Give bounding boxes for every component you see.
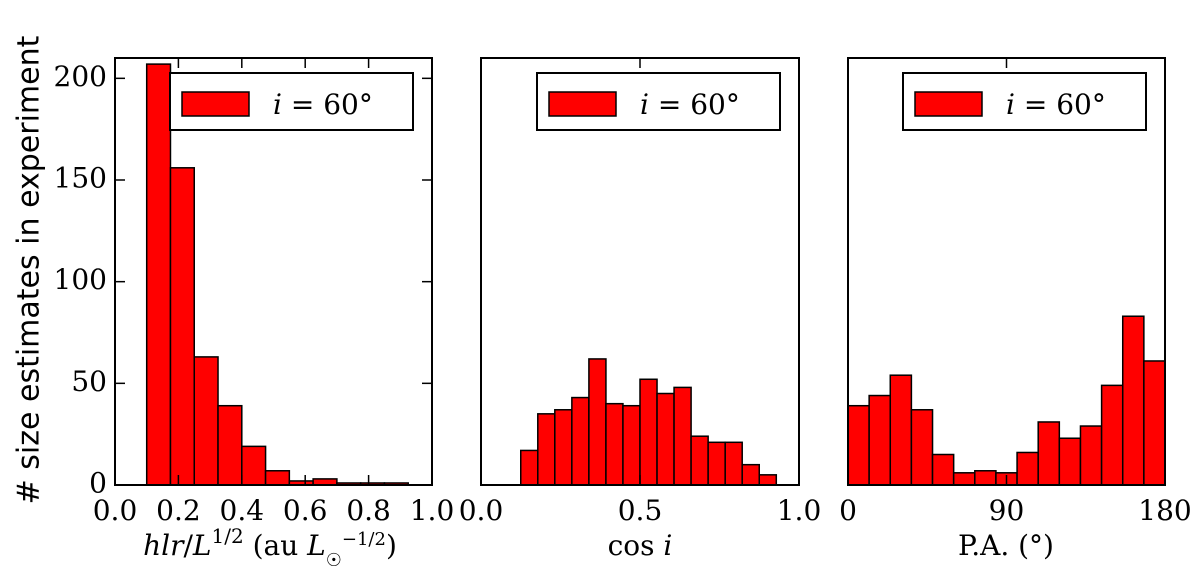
histogram-bar bbox=[868, 394, 892, 486]
y-tick-label: 0 bbox=[89, 467, 107, 500]
histogram-bar bbox=[169, 167, 196, 486]
x-tick-label: 0.8 bbox=[346, 494, 391, 527]
histogram-bar bbox=[193, 356, 219, 486]
histogram-bar bbox=[622, 404, 641, 486]
y-tick-label: 50 bbox=[71, 365, 107, 398]
legend-swatch bbox=[181, 91, 250, 117]
histogram-bar bbox=[758, 474, 778, 486]
y-tick-label: 200 bbox=[54, 60, 107, 93]
histogram-bar bbox=[673, 386, 692, 486]
histogram-bar bbox=[264, 470, 291, 486]
x-tick-label: 0 bbox=[839, 494, 857, 527]
x-tick-label: 0.0 bbox=[459, 494, 504, 527]
x-tick-label: 180 bbox=[1138, 494, 1191, 527]
x-axis-title-pa: P.A. (°) bbox=[958, 529, 1054, 562]
panel-position-angle-histogram: P.A. (°) 0 90 180 i = 60° bbox=[839, 57, 1192, 562]
legend-label: i = 60° bbox=[1006, 88, 1106, 121]
histogram-bar bbox=[1037, 421, 1061, 486]
legend-swatch bbox=[548, 91, 617, 117]
histogram-bar bbox=[554, 409, 573, 486]
legend-label: i = 60° bbox=[273, 88, 373, 121]
histogram-bar bbox=[847, 404, 870, 486]
y-tick-label: 150 bbox=[54, 162, 107, 195]
histogram-bar bbox=[1079, 425, 1103, 486]
histogram-bar bbox=[889, 374, 913, 486]
histogram-bar bbox=[639, 378, 658, 486]
x-tick-label: 0.5 bbox=[618, 494, 663, 527]
x-tick-label: 0.4 bbox=[220, 494, 265, 527]
histogram-bar bbox=[605, 402, 624, 486]
x-tick-label: 1.0 bbox=[410, 494, 455, 527]
y-axis-title: # size estimates in experiment bbox=[12, 35, 47, 504]
histogram-bar bbox=[952, 472, 976, 486]
legend: i = 60° bbox=[536, 72, 781, 131]
y-tick-label: 100 bbox=[54, 263, 107, 296]
histogram-bar bbox=[1143, 360, 1166, 486]
histogram-bar bbox=[690, 435, 709, 486]
histogram-bar bbox=[1100, 384, 1124, 486]
histogram-bar bbox=[520, 449, 539, 486]
x-tick-label: 0.6 bbox=[283, 494, 328, 527]
histogram-bar bbox=[910, 409, 934, 486]
panel-size-histogram: hlr/L1/2 (au L☉−1/2) 0.0 0.2 0.4 0.6 0.8 1.0 0… bbox=[54, 57, 455, 571]
plot-frame bbox=[114, 57, 433, 486]
histogram-bar bbox=[241, 445, 267, 486]
histogram-bar bbox=[1121, 315, 1145, 486]
x-tick-label: 0.2 bbox=[156, 494, 201, 527]
legend: i = 60° bbox=[169, 72, 414, 131]
histogram-bar bbox=[1016, 451, 1039, 486]
x-tick-label: 90 bbox=[989, 494, 1025, 527]
x-tick-label: 0.0 bbox=[93, 494, 138, 527]
x-tick-label: 1.0 bbox=[777, 494, 822, 527]
legend-swatch bbox=[914, 91, 983, 117]
histogram-bar bbox=[571, 396, 590, 486]
histogram-bar bbox=[741, 463, 760, 486]
histogram-bar bbox=[588, 358, 607, 486]
histogram-bar bbox=[931, 453, 955, 486]
histogram-bar bbox=[974, 470, 997, 486]
histogram-bar bbox=[656, 392, 675, 486]
histogram-bar bbox=[707, 441, 726, 486]
legend-label: i = 60° bbox=[640, 88, 740, 121]
histogram-bar bbox=[1058, 437, 1082, 486]
histogram-bar bbox=[537, 413, 556, 486]
histogram-bar bbox=[724, 441, 743, 486]
histogram-bar bbox=[217, 404, 243, 486]
panel-inclination-histogram: cos i 0.0 0.5 1.0 i = 60° bbox=[459, 57, 822, 562]
histogram-bar bbox=[145, 63, 172, 486]
legend: i = 60° bbox=[902, 72, 1147, 131]
x-axis-title-cos-i: cos i bbox=[608, 529, 673, 562]
x-axis-title-hlr: hlr/L1/2 (au L☉−1/2) bbox=[143, 524, 397, 571]
legend-box bbox=[169, 72, 414, 131]
